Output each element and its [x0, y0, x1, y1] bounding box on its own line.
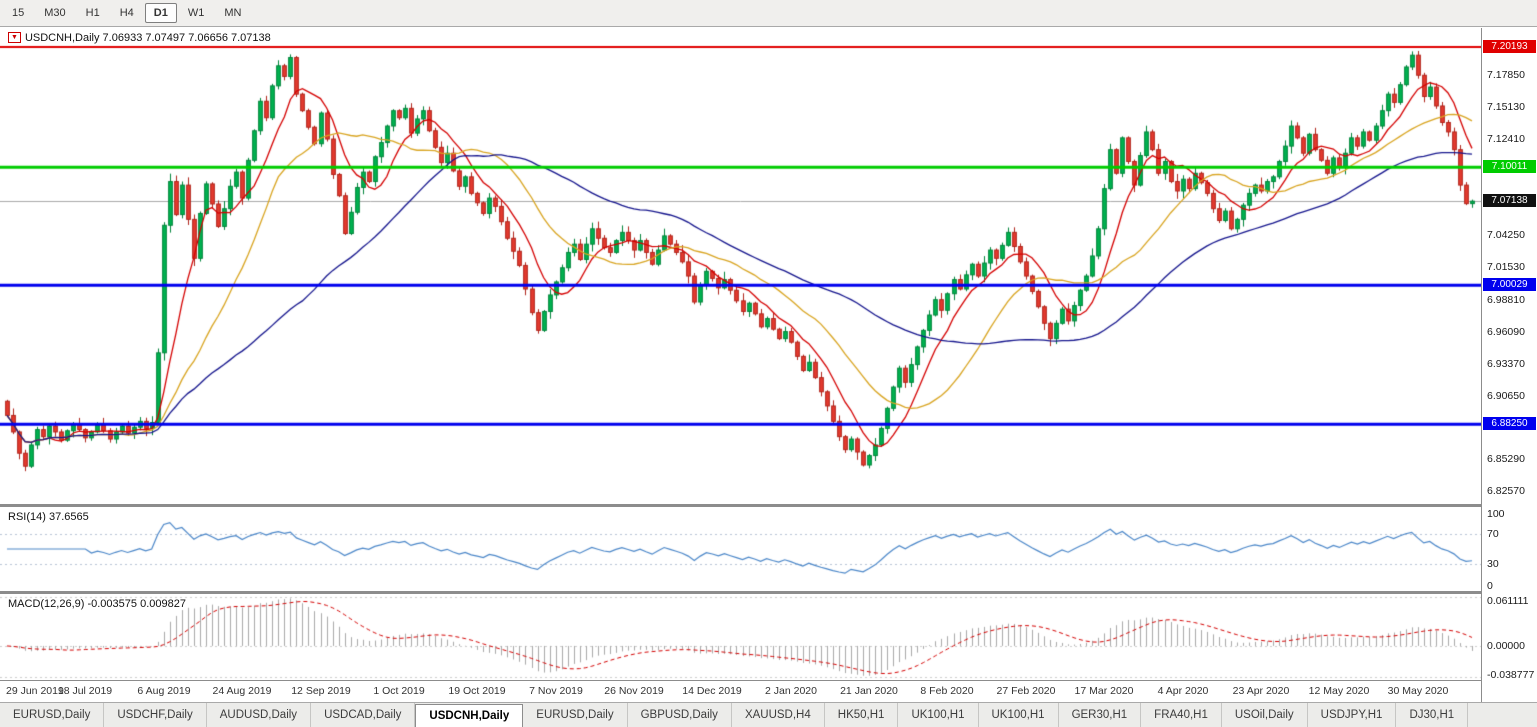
price-axis-label: 0.061111: [1487, 595, 1529, 607]
date-axis[interactable]: 29 Jun 2019 18 Jul 2019 6 Aug 2019 24 Aug 2…: [0, 680, 1537, 702]
price-axis-label: 7.12410: [1487, 133, 1525, 145]
chart-tab-XAUUSD-H4[interactable]: XAUUSD,H4: [732, 703, 825, 727]
price-axis-label: 70: [1487, 528, 1499, 540]
chart-tab-USDCNH-Daily[interactable]: USDCNH,Daily: [415, 704, 524, 727]
chart-tab-USDJPY-H1[interactable]: USDJPY,H1: [1308, 703, 1397, 727]
date-axis-label: 1 Oct 2019: [373, 685, 425, 697]
price-axis-label: 7.04250: [1487, 229, 1525, 241]
date-axis-label: 26 Nov 2019: [604, 685, 664, 697]
panel-splitter[interactable]: [0, 504, 1537, 507]
price-axis-label: 6.82570: [1487, 485, 1525, 497]
chart-tab-EURUSD-Daily[interactable]: EURUSD,Daily: [523, 703, 628, 727]
price-level-badge: 7.00029: [1483, 278, 1536, 291]
date-axis-label: 7 Nov 2019: [529, 685, 583, 697]
price-axis[interactable]: 7.17850 7.15130 7.12410 7.04250 7.01530 6.988…: [1481, 28, 1537, 702]
panel-splitter[interactable]: [0, 591, 1537, 594]
price-axis-label: 6.96090: [1487, 326, 1525, 338]
price-axis-label: 6.90650: [1487, 390, 1525, 402]
chart-tab-GBPUSD-Daily[interactable]: GBPUSD,Daily: [628, 703, 732, 727]
macd-indicator-label: MACD(12,26,9) -0.003575 0.009827: [8, 598, 186, 610]
chart-tab-DJ30-H1[interactable]: DJ30,H1: [1396, 703, 1469, 727]
price-level-badge: 6.88250: [1483, 417, 1536, 430]
chart-tab-USDCAD-Daily[interactable]: USDCAD,Daily: [311, 703, 416, 727]
chart-tab-FRA40-H1[interactable]: FRA40,H1: [1141, 703, 1222, 727]
price-axis-label: 7.01530: [1487, 261, 1525, 273]
price-level-badge: 7.10011: [1483, 160, 1536, 173]
date-axis-label: 12 Sep 2019: [291, 685, 351, 697]
price-axis-label: 7.15130: [1487, 101, 1525, 113]
timeframe-button-15[interactable]: 15: [12, 7, 25, 19]
price-axis-label: 6.85290: [1487, 453, 1525, 465]
rsi-panel-canvas[interactable]: [0, 507, 1481, 591]
date-axis-label: 6 Aug 2019: [137, 685, 191, 697]
price-axis-label: -0.038777: [1487, 669, 1535, 681]
timeframe-button-D1[interactable]: D1: [144, 3, 177, 23]
date-axis-label: 8 Feb 2020: [920, 685, 974, 697]
timeframe-button-H1[interactable]: H1: [85, 7, 100, 19]
price-axis-label: 7.17850: [1487, 69, 1525, 81]
date-axis-label: 14 Dec 2019: [682, 685, 742, 697]
date-axis-label: 27 Feb 2020: [996, 685, 1056, 697]
date-axis-label: 4 Apr 2020: [1157, 685, 1209, 697]
price-axis-label: 6.98810: [1487, 294, 1525, 306]
timeframe-button-M30[interactable]: M30: [44, 7, 66, 19]
date-axis-label: 23 Apr 2020: [1232, 685, 1290, 697]
price-level-badge: 7.20193: [1483, 40, 1536, 53]
date-axis-label: 17 Mar 2020: [1074, 685, 1134, 697]
date-axis-label: 19 Oct 2019: [448, 685, 506, 697]
price-axis-label: 100: [1487, 508, 1505, 520]
chart-title-overlay: ▼ USDCNH,Daily 7.06933 7.07497 7.06656 7.…: [8, 32, 271, 44]
price-axis-label: 30: [1487, 558, 1499, 570]
chart-tab-UK100-H1[interactable]: UK100,H1: [898, 703, 979, 727]
chart-tab-USDCHF-Daily[interactable]: USDCHF,Daily: [104, 703, 207, 727]
date-axis-label: 30 May 2020: [1387, 685, 1449, 697]
chart-tab-AUDUSD-Daily[interactable]: AUDUSD,Daily: [207, 703, 312, 727]
chart-marker-icon: ▼: [8, 32, 21, 43]
chart-tab-bar: EURUSD,Daily USDCHF,Daily AUDUSD,Daily USDC…: [0, 702, 1537, 727]
chart-tab-UK100-H1[interactable]: UK100,H1: [979, 703, 1059, 727]
date-axis-label: 18 Jul 2019: [57, 685, 113, 697]
price-axis-label: 6.93370: [1487, 358, 1525, 370]
price-axis-label: 0: [1487, 580, 1493, 592]
main-chart-canvas[interactable]: [0, 28, 1481, 504]
date-axis-label: 29 Jun 2019: [6, 685, 64, 697]
chart-tab-HK50-H1[interactable]: HK50,H1: [825, 703, 899, 727]
date-axis-label: 2 Jan 2020: [765, 685, 817, 697]
timeframe-button-H4[interactable]: H4: [119, 7, 134, 19]
macd-panel-canvas[interactable]: [0, 594, 1481, 680]
rsi-indicator-label: RSI(14) 37.6565: [8, 511, 89, 523]
price-axis-label: 0.00000: [1487, 640, 1525, 652]
date-axis-label: 12 May 2020: [1308, 685, 1370, 697]
timeframe-button-MN[interactable]: MN: [224, 7, 242, 19]
date-axis-label: 21 Jan 2020: [840, 685, 898, 697]
date-axis-label: 24 Aug 2019: [212, 685, 272, 697]
timeframe-button-W1[interactable]: W1: [187, 7, 205, 19]
chart-tab-EURUSD-Daily[interactable]: EURUSD,Daily: [0, 703, 105, 727]
chart-tab-USOil-Daily[interactable]: USOil,Daily: [1222, 703, 1308, 727]
chart-tab-GER30-H1[interactable]: GER30,H1: [1059, 703, 1142, 727]
price-level-badge: 7.07138: [1483, 194, 1536, 207]
chart-ohlc-text: USDCNH,Daily 7.06933 7.07497 7.06656 7.0…: [24, 32, 271, 44]
timeframe-toolbar: 15 M30 H1 H4 D1 W1 MN: [0, 0, 1537, 27]
